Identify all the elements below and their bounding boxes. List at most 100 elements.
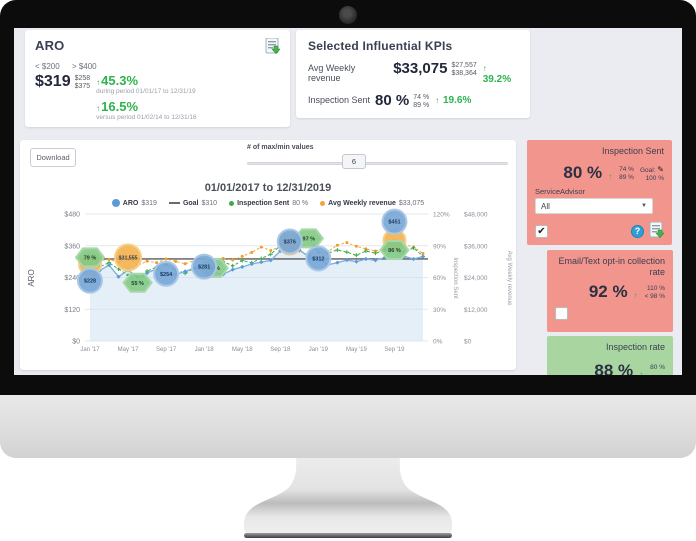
kpi-label: Avg Weekly revenue <box>308 63 356 83</box>
kpi-label: Inspection Sent <box>308 95 371 105</box>
kpi-range-low: 74 % <box>413 94 430 101</box>
aro-change-versus: 16.5% <box>101 99 139 114</box>
maxmin-slider-handle[interactable]: 6 <box>342 154 366 169</box>
svg-text:Sep '18: Sep '18 <box>270 347 291 353</box>
service-advisor-select[interactable]: All ▼ <box>535 198 653 214</box>
svg-text:90%: 90% <box>433 243 446 250</box>
svg-text:79 %: 79 % <box>84 255 97 261</box>
svg-text:$24,000: $24,000 <box>464 275 488 282</box>
optin-rate-title: Email/Text opt-in collection rate <box>558 256 665 277</box>
trend-chart[interactable]: $480 120% $48,000 $360 90% $36,000 $240 60% $24,… <box>20 206 516 370</box>
service-advisor-selected: All <box>541 201 550 211</box>
inspection-rate-value: 88 % <box>594 361 634 375</box>
chart-date-range-title: 01/01/2017 to 12/31/2019 <box>204 182 332 194</box>
inspection-sent-range: 74 % 89 % <box>619 166 634 182</box>
avg-weekly-revenue-line <box>89 239 424 267</box>
svg-text:May '19: May '19 <box>346 347 367 353</box>
help-icon[interactable]: ? <box>631 224 644 238</box>
optin-rate-range: 110 % < 98 % <box>645 285 665 301</box>
max-min-bubble-aro <box>381 208 408 235</box>
svg-text:May '18: May '18 <box>232 347 253 353</box>
kpi-change: ↑ 39.2% <box>482 64 512 85</box>
max-min-bubble-aro <box>305 245 332 272</box>
svg-text:$12,000: $12,000 <box>464 307 488 314</box>
export-report-icon[interactable] <box>649 221 665 240</box>
svg-text:$48,000: $48,000 <box>464 212 488 219</box>
monitor-chin <box>0 395 696 458</box>
legend-marker-icon <box>229 200 235 206</box>
aro-range: $258 $375 <box>75 75 91 91</box>
svg-text:ARO: ARO <box>27 269 36 286</box>
goal-value: 100 % <box>645 175 664 182</box>
svg-text:$480: $480 <box>64 212 80 219</box>
legend-marker-icon <box>320 200 326 206</box>
up-arrow-icon: ↑ <box>633 291 638 300</box>
maxmin-slider-track[interactable] <box>247 162 508 165</box>
up-arrow-icon: ↑ <box>96 78 101 87</box>
svg-text:$228: $228 <box>84 279 96 285</box>
svg-text:$0: $0 <box>464 339 472 346</box>
optin-rate-checkbox[interactable] <box>555 307 568 320</box>
edit-pencil-icon[interactable]: ✎ <box>657 165 664 174</box>
aro-range-high: $375 <box>74 83 91 90</box>
legend-item[interactable]: Inspection Sent 80 % <box>229 200 308 207</box>
kpi-range-low: $27,557 <box>451 62 477 69</box>
svg-text:May '17: May '17 <box>118 347 139 353</box>
svg-text:30%: 30% <box>433 307 446 314</box>
optin-rate-card: Email/Text opt-in collection rate 92 % ↑… <box>547 250 673 332</box>
max-min-bubble-inspection <box>74 247 106 268</box>
legend-marker-icon <box>111 199 120 207</box>
aro-thresholds: < $200 > $400 <box>35 62 280 71</box>
range-low: 80 % <box>650 364 665 371</box>
optin-rate-value: 92 % <box>588 282 628 301</box>
legend-item[interactable]: Avg Weekly revenue $33,075 <box>320 200 424 207</box>
aro-area-fill <box>90 241 423 341</box>
webcam-icon <box>339 6 357 24</box>
max-min-bubble-revenue <box>114 243 143 272</box>
svg-text:Jan '18: Jan '18 <box>195 347 215 353</box>
max-min-bubble-aro <box>276 228 303 255</box>
range-threshold: < 98 % <box>644 293 665 300</box>
monitor-stand <box>244 458 452 538</box>
range-low: 74 % <box>619 166 634 173</box>
download-button[interactable]: Download <box>30 148 76 167</box>
kpi-range: 74 % 89 % <box>413 94 429 110</box>
svg-text:Sep '17: Sep '17 <box>156 347 177 353</box>
range-high: 89 % <box>619 174 634 181</box>
aro-threshold-low: < $200 <box>35 62 60 71</box>
svg-text:Avg Weekly revenue: Avg Weekly revenue <box>506 251 512 306</box>
inspection-rate-range: 80 % <box>650 364 665 372</box>
legend-marker-icon <box>168 202 180 204</box>
kpi-row-avg-weekly-revenue: Avg Weekly revenue $33,075 $27,557 $38,3… <box>308 60 518 85</box>
svg-text:Inspection Sent: Inspection Sent <box>452 257 458 299</box>
kpi-value: 80 % <box>375 92 410 109</box>
legend-item[interactable]: ARO $319 <box>111 199 157 207</box>
influential-kpis-card: Selected Influential KPIs Avg Weekly rev… <box>296 30 530 118</box>
legend-item[interactable]: Goal $310 <box>168 200 217 207</box>
export-report-icon[interactable] <box>265 37 281 56</box>
kpi-row-inspection-sent: Inspection Sent 80 % 74 % 89 % ↑ 19.6% <box>308 92 518 110</box>
up-arrow-icon: ↑ <box>435 96 440 105</box>
maxmin-slider-label: # of max/min values <box>247 144 314 151</box>
svg-text:$120: $120 <box>64 307 80 314</box>
svg-text:55 %: 55 % <box>131 281 144 287</box>
svg-text:86 %: 86 % <box>388 248 401 254</box>
kpi-change: ↑ 19.6% <box>435 95 472 106</box>
kpis-card-title: Selected Influential KPIs <box>308 39 453 53</box>
aro-change-versus-caption: versus period 01/02/14 to 12/31/16 <box>96 114 197 121</box>
up-arrow-icon: ↑ <box>639 370 644 375</box>
kpi-range-high: 89 % <box>413 102 430 109</box>
inspection-sent-checkbox[interactable]: ✔ <box>535 224 548 238</box>
kpi-value: $33,075 <box>393 60 448 77</box>
inspection-sent-title: Inspection Sent <box>601 146 664 156</box>
svg-text:$376: $376 <box>284 240 296 246</box>
svg-text:$254: $254 <box>160 272 173 278</box>
inspection-sent-card: Inspection Sent 80 % ↑ 74 % 89 % Goal: ✎… <box>527 140 672 245</box>
trend-chart-card: Download # of max/min values 6 01/01/201… <box>20 140 516 370</box>
svg-text:$451: $451 <box>388 220 400 226</box>
svg-text:97 %: 97 % <box>303 236 316 242</box>
aro-change-period: 45.3% <box>101 73 139 88</box>
svg-text:Sep '19: Sep '19 <box>384 347 405 353</box>
up-arrow-icon: ↑ <box>96 104 101 113</box>
